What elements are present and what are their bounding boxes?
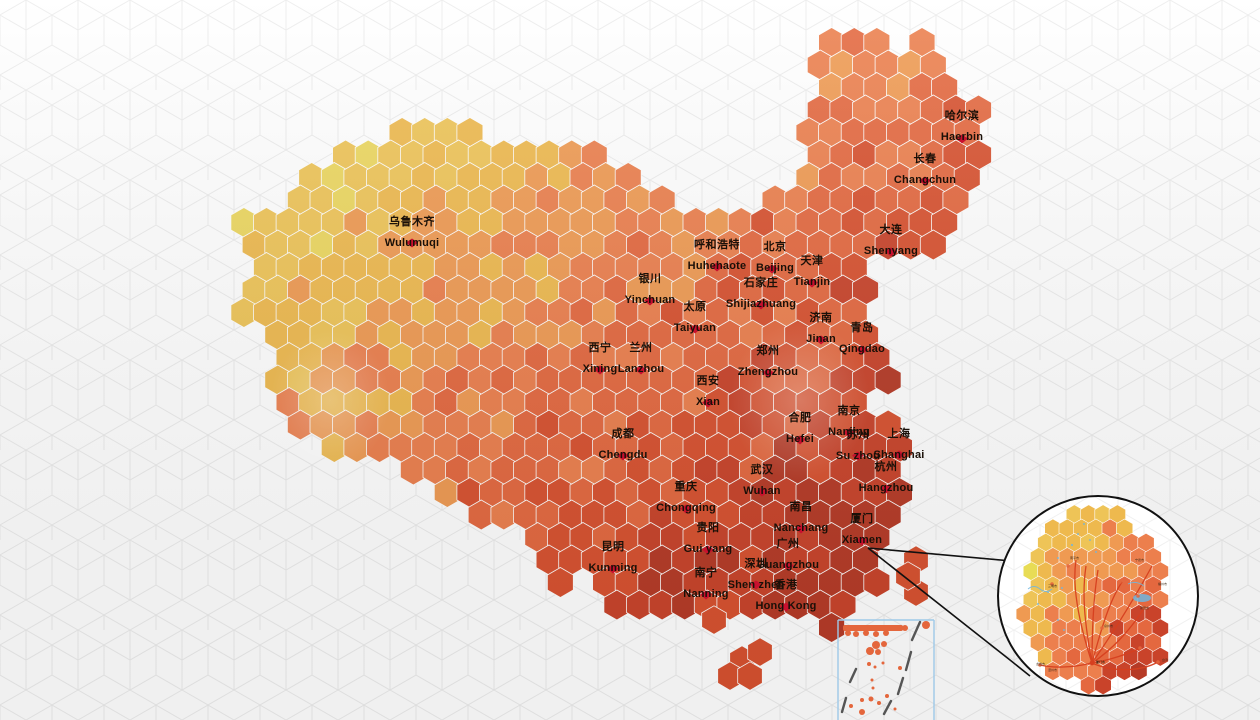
city-marker-kunming[interactable] xyxy=(607,564,619,574)
city-marker-nanchang[interactable] xyxy=(795,524,807,534)
city-marker-chengdu[interactable] xyxy=(617,451,629,461)
inset-city-label: 泉州市 xyxy=(1104,624,1114,628)
city-marker-wulumuqi[interactable] xyxy=(406,238,418,248)
inset-city-label: 宁德市 xyxy=(1135,558,1145,562)
city-marker-xian[interactable] xyxy=(702,398,714,408)
city-marker-beijing[interactable] xyxy=(766,264,778,274)
city-marker-hong-kong[interactable] xyxy=(780,602,792,612)
city-marker-haerbin[interactable] xyxy=(956,134,968,144)
city-marker-shijiazhuang[interactable] xyxy=(755,300,767,310)
inset-city-label: 三明市 xyxy=(1048,584,1058,588)
city-marker-changchun[interactable] xyxy=(919,176,931,186)
city-marker-su-zhou[interactable] xyxy=(852,451,864,461)
inset-hub-marker xyxy=(1089,660,1095,666)
city-marker-guangzhou[interactable] xyxy=(782,561,794,571)
city-marker-qingdao[interactable] xyxy=(856,345,868,355)
city-marker-yinchuan[interactable] xyxy=(644,296,656,306)
city-marker-lanzhou[interactable] xyxy=(635,365,647,375)
inset-city-label: 龙岩市 xyxy=(1036,662,1046,666)
inset-city-label: 南平市 xyxy=(1070,556,1080,560)
city-marker-wuhan[interactable] xyxy=(756,487,768,497)
city-marker-chongqing[interactable] xyxy=(680,504,692,514)
city-marker-shen-zhen[interactable] xyxy=(750,580,762,590)
inset-route-arcs xyxy=(1039,559,1159,671)
fujian-inset-tiles xyxy=(998,496,1198,696)
city-marker-zhengzhou[interactable] xyxy=(762,368,774,378)
south-china-sea-box xyxy=(837,619,935,720)
city-marker-hangzhou[interactable] xyxy=(880,484,892,494)
city-marker-nanjing[interactable] xyxy=(843,428,855,438)
inset-hub-label: 厦门市 xyxy=(1096,660,1106,664)
city-marker-shanghai[interactable] xyxy=(893,450,905,460)
city-marker-gui-yang[interactable] xyxy=(702,545,714,555)
inset-city-label: 台湾 xyxy=(1162,658,1169,662)
city-marker-nanning[interactable] xyxy=(700,590,712,600)
inset-hex-tile xyxy=(1151,646,1169,667)
city-marker-tianjin[interactable] xyxy=(806,278,818,288)
city-marker-huhehaote[interactable] xyxy=(711,262,723,272)
city-marker-xiamen[interactable] xyxy=(856,536,868,546)
city-marker-taiyuan[interactable] xyxy=(689,324,701,334)
city-marker-shenyang[interactable] xyxy=(885,247,897,257)
inset-city-label: 漳州市 xyxy=(1048,668,1058,672)
inset-city-label: 福州市 xyxy=(1158,582,1168,586)
inset-city-label: 莆田市 xyxy=(1140,606,1150,610)
city-marker-jinan[interactable] xyxy=(815,335,827,345)
city-marker-hefei[interactable] xyxy=(794,435,806,445)
city-marker-xining[interactable] xyxy=(594,365,606,375)
magnifier-ring xyxy=(997,495,1199,697)
inset-hex-tile xyxy=(1094,675,1112,696)
